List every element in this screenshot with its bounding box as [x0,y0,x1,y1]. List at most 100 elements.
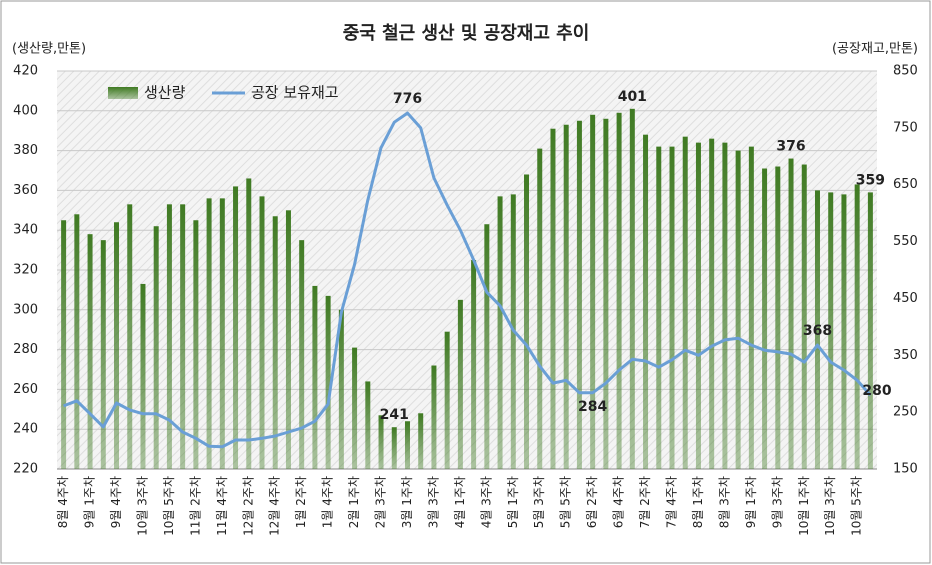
bar [352,347,358,469]
y-axis-title: (생산량,만톤) [12,42,86,57]
x-tick-label: 7월 4주차 [665,476,679,528]
x-tick-label: 1월 4주차 [321,476,335,528]
line-series [63,111,872,449]
bar [193,220,199,469]
x-tick-label: 10월 3주차 [135,476,149,536]
bar [643,134,649,469]
bar [312,285,318,469]
bar [378,415,384,469]
x-tick-label: 6월 2주차 [585,476,599,528]
y2-axis-title: (공장재고,만톤) [832,42,918,57]
bar [775,166,781,469]
bar [854,184,860,469]
bar [219,198,225,470]
y2-tick-label: 750 [893,120,918,135]
chart-title: 중국 철근 생산 및 공장재고 추이 [343,23,590,44]
x-tick-label: 10월 3주차 [823,476,837,536]
bar [404,421,410,469]
bar [87,234,93,469]
y-tick-label: 260 [13,382,38,397]
bar [299,240,305,469]
y-tick-label: 340 [13,223,38,238]
bar [325,295,331,469]
bar [457,299,463,469]
x-tick-label: 12월 4주차 [268,476,282,536]
y-tick-label: 220 [13,462,38,477]
bar [484,224,490,469]
y-tick-label: 280 [13,342,38,357]
bar [127,204,133,469]
bar [140,283,146,469]
x-tick-label: 10월 1주차 [797,476,811,536]
data-label: 241 [380,407,409,423]
x-tick-label: 2월 1주차 [347,476,361,528]
x-tick-label: 11월 2주차 [188,476,202,536]
bar [338,309,344,469]
x-tick-label: 3월 3주차 [426,476,440,528]
y2-tick-label: 850 [893,64,918,79]
bar [537,148,543,470]
x-tick-label: 6월 4주차 [612,476,626,528]
x-tick-label: 9월 1주차 [83,476,97,528]
bar [259,196,265,469]
x-tick-label: 2월 3주차 [374,476,388,528]
bar [590,114,596,469]
bar [669,146,675,469]
bar [246,178,252,469]
x-tick-label: 3월 1주차 [400,476,414,528]
bar [616,112,622,469]
bar [603,118,609,469]
data-label: 776 [393,91,422,107]
bar [841,194,847,469]
bar [444,331,450,469]
y-tick-label: 360 [13,183,38,198]
bar [828,192,834,469]
bar [563,124,569,469]
bar [788,158,794,469]
bar [735,150,741,469]
legend-swatch [108,87,138,99]
x-tick-label: 4월 3주차 [479,476,493,528]
bar [100,240,106,469]
bar [365,381,371,469]
x-tick-label: 5월 1주차 [506,476,520,528]
bar [656,146,662,469]
bar [61,220,67,469]
x-tick-label: 9월 3주차 [770,476,784,528]
x-tick-label: 5월 3주차 [532,476,546,528]
x-tick-label: 5월 5주차 [559,476,573,528]
x-tick-label: 8월 1주차 [691,476,705,528]
x-tick-label: 8월 3주차 [717,476,731,528]
x-tick-label: 4월 1주차 [453,476,467,528]
bar [431,365,437,469]
y2-tick-label: 550 [893,234,918,249]
data-label: 284 [578,399,607,415]
y-tick-label: 240 [13,422,38,437]
y-tick-label: 300 [13,302,38,317]
x-tick-label: 10월 5주차 [850,476,864,536]
legend-label: 공장 보유재고 [251,84,339,102]
bar [180,204,186,469]
y-tick-label: 420 [13,64,38,79]
bar [285,210,291,470]
bar [74,214,80,469]
y2-tick-label: 350 [893,348,918,363]
legend-label: 생산량 [144,84,186,102]
y2-tick-label: 150 [893,462,918,477]
y2-tick-label: 250 [893,405,918,420]
bar [418,413,424,469]
x-tick-label: 8월 4주차 [56,476,70,528]
bar [391,427,397,469]
bar [497,196,503,469]
data-label: 376 [776,139,805,155]
y2-tick-label: 650 [893,177,918,192]
bar [801,164,807,469]
y-tick-label: 400 [13,103,38,118]
bar [550,128,556,469]
bar [114,222,120,469]
bar [524,174,530,470]
x-tick-label: 7월 2주차 [638,476,652,528]
y-tick-label: 320 [13,263,38,278]
